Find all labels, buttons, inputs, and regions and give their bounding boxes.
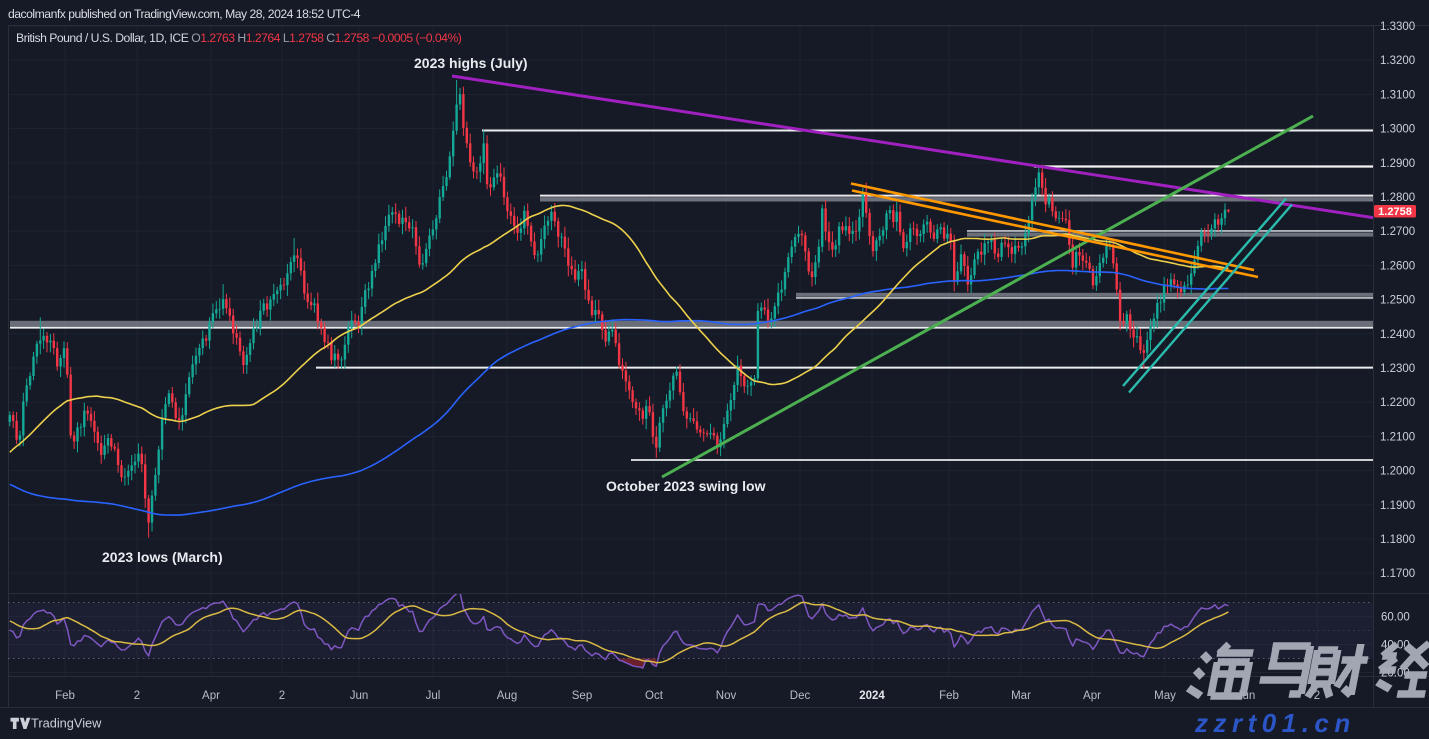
svg-text:1.2200: 1.2200 — [1380, 397, 1415, 409]
svg-text:1.2800: 1.2800 — [1380, 192, 1415, 204]
svg-text:Oct: Oct — [645, 690, 664, 702]
svg-text:60.00: 60.00 — [1381, 612, 1410, 624]
svg-text:TradingView: TradingView — [31, 716, 102, 731]
svg-text:1.1900: 1.1900 — [1380, 500, 1415, 512]
svg-text:Aug: Aug — [497, 690, 517, 702]
svg-text:Apr: Apr — [1083, 690, 1101, 702]
svg-text:1.3200: 1.3200 — [1380, 55, 1415, 67]
svg-text:1.3300: 1.3300 — [1380, 21, 1415, 33]
svg-text:May: May — [1154, 690, 1176, 702]
svg-text:1.2100: 1.2100 — [1380, 431, 1415, 443]
svg-text:Sep: Sep — [572, 690, 592, 702]
svg-text:1.1800: 1.1800 — [1380, 534, 1415, 546]
svg-text:1.2000: 1.2000 — [1380, 466, 1415, 478]
svg-text:2024: 2024 — [859, 690, 885, 702]
svg-text:British Pound / U.S. Dollar, 1: British Pound / U.S. Dollar, 1D, ICE O1.… — [16, 31, 462, 45]
svg-text:Jul: Jul — [426, 690, 441, 702]
svg-text:1.2900: 1.2900 — [1380, 158, 1415, 170]
svg-text:zzrt01.cn: zzrt01.cn — [1194, 708, 1356, 738]
svg-text:Jun: Jun — [350, 690, 369, 702]
svg-text:Nov: Nov — [716, 690, 737, 702]
svg-text:1.2700: 1.2700 — [1380, 226, 1415, 238]
svg-text:2023 highs (July): 2023 highs (July) — [414, 55, 528, 71]
svg-text:2: 2 — [1314, 690, 1320, 702]
svg-text:1.2400: 1.2400 — [1380, 329, 1415, 341]
svg-text:2: 2 — [279, 690, 285, 702]
svg-text:1.3100: 1.3100 — [1380, 89, 1415, 101]
svg-text:1.2500: 1.2500 — [1380, 295, 1415, 307]
svg-text:2023 lows (March): 2023 lows (March) — [102, 549, 223, 565]
svg-text:Apr: Apr — [202, 690, 220, 702]
svg-text:Feb: Feb — [939, 690, 959, 702]
svg-text:Mar: Mar — [1011, 690, 1031, 702]
svg-text:2: 2 — [134, 690, 140, 702]
svg-text:1.1700: 1.1700 — [1380, 568, 1415, 580]
svg-text:October 2023 swing low: October 2023 swing low — [606, 478, 766, 494]
svg-text:1.2758: 1.2758 — [1378, 206, 1412, 218]
svg-text:1.2300: 1.2300 — [1380, 363, 1415, 375]
svg-text:1.3000: 1.3000 — [1380, 124, 1415, 136]
svg-text:dacolmanfx published on Tradin: dacolmanfx published on TradingView.com,… — [8, 7, 361, 21]
svg-text:1.2600: 1.2600 — [1380, 260, 1415, 272]
svg-text:Feb: Feb — [55, 690, 75, 702]
svg-text:Dec: Dec — [790, 690, 811, 702]
